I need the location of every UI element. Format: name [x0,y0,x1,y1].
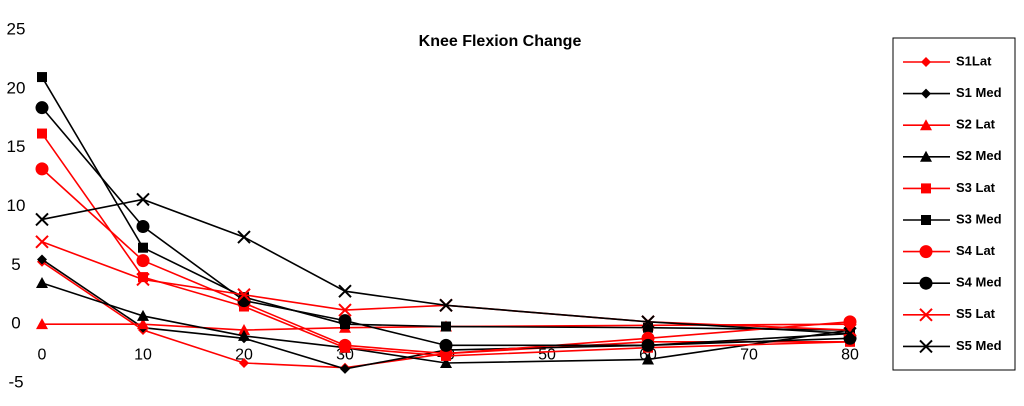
marker [136,272,150,287]
marker [35,162,49,176]
legend-marker [921,183,931,194]
y-tick-label: 20 [7,78,26,97]
y-tick-label: 0 [11,314,20,333]
legend-label: S2 Med [956,148,1002,163]
marker [843,326,857,341]
legend-marker [919,339,933,354]
marker [35,235,49,249]
marker [843,315,857,329]
legend-label: S4 Lat [956,243,996,258]
legend-marker [919,276,933,290]
series-line [41,241,851,331]
marker [36,318,48,330]
marker [35,212,49,227]
marker [237,230,251,244]
marker [439,298,453,313]
y-tick-label: 15 [7,137,26,156]
series-line [41,76,851,331]
x-tick-label: 0 [38,346,47,363]
y-tick-label: 5 [11,255,20,274]
y-tick-label: -5 [8,372,23,391]
marker [136,220,150,234]
marker [138,242,148,253]
marker [441,321,451,332]
marker [138,272,148,283]
series-line [41,107,851,347]
legend-label: S3 Lat [956,180,996,195]
legend-label: S5 Lat [956,306,996,321]
marker [35,101,49,115]
legend-label: S4 Med [956,275,1002,290]
legend-marker [921,57,931,67]
legend-marker [920,119,932,131]
series-line [41,198,851,335]
x-tick-label: 70 [740,346,758,363]
legend-marker [921,215,931,225]
marker [137,318,149,330]
marker [136,192,150,207]
marker [338,314,352,328]
marker [239,357,249,368]
marker [338,303,352,317]
chart-title: Knee Flexion Change [419,33,582,50]
marker [137,309,149,321]
marker [36,276,48,288]
marker [340,363,350,374]
legend-label: S2 Lat [956,117,996,132]
marker [238,324,250,336]
legend-label: S5 Med [956,338,1002,353]
legend-label: S3 Med [956,211,1002,226]
x-tick-label: 10 [134,346,152,363]
marker [643,322,653,333]
marker [237,288,251,302]
marker [439,338,453,352]
legend-marker [919,245,933,259]
marker [37,254,47,265]
marker [37,72,47,83]
legend-label: S1Lat [956,53,992,68]
marker [37,128,47,139]
marker [338,284,352,298]
legend-marker [919,308,933,322]
y-tick-label: 10 [7,196,26,215]
legend-label: S1 Med [956,85,1002,100]
x-tick-label: 50 [538,346,556,363]
marker [843,331,857,345]
y-tick-label: 25 [7,19,26,38]
marker [641,315,655,329]
x-tick-label: 80 [841,346,859,363]
marker [642,353,654,365]
marker [136,254,150,268]
marker [641,338,655,352]
marker [338,338,352,352]
legend-marker [921,88,931,99]
legend-marker [920,150,932,162]
x-tick-label: 20 [235,346,253,363]
marker [440,356,452,368]
marker [238,329,250,341]
